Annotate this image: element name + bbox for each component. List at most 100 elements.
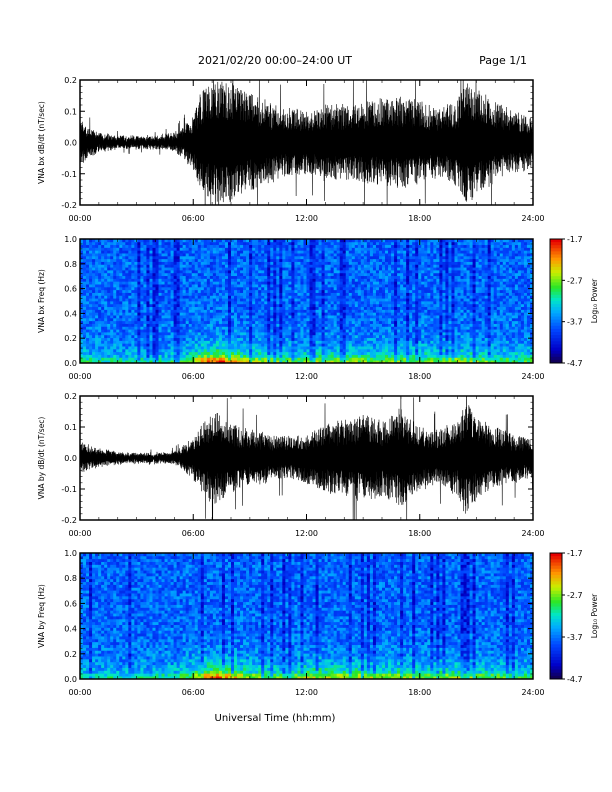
spectrogram-cell (351, 264, 356, 268)
spectrogram-cell (288, 337, 292, 341)
spectrogram-cell (318, 247, 322, 251)
spectrogram-cell (237, 250, 241, 254)
spectrogram-cell (267, 317, 271, 322)
spectrogram-cell (191, 320, 196, 324)
spectrogram-cell (240, 354, 244, 358)
spectrogram-cell (200, 298, 205, 302)
spectrogram-cell (131, 258, 135, 262)
spectrogram-cell (345, 278, 350, 282)
spectrogram-cell (170, 301, 175, 305)
spectrogram-cell (152, 241, 156, 246)
spectrogram-cell (297, 306, 301, 310)
spectrogram-cell (113, 329, 117, 333)
spectrogram-cell (300, 340, 304, 344)
spectrogram-cell (252, 354, 256, 358)
spectrogram-cell (86, 250, 90, 254)
spectrogram-cell (122, 320, 126, 324)
spectrogram-cell (348, 340, 353, 344)
spectrogram-cell (104, 255, 108, 260)
spectrogram-cell (179, 292, 184, 296)
spectrogram-cell (221, 348, 226, 353)
spectrogram-cell (312, 239, 316, 243)
spectrogram-cell (182, 298, 187, 302)
spectrogram-cell (400, 258, 404, 262)
spectrogram-cell (318, 301, 322, 305)
spectrogram-cell (297, 298, 301, 302)
spectrogram-cell (101, 244, 105, 248)
spectrogram-cell (324, 258, 329, 262)
spectrogram-cell (279, 351, 283, 355)
spectrogram-cell (152, 334, 156, 339)
spectrogram-cell (200, 284, 205, 288)
spectrogram-cell (394, 241, 398, 246)
spectrogram-cell (382, 295, 386, 299)
spectrogram-cell (125, 278, 129, 282)
spectrogram-cell (391, 360, 395, 363)
spectrogram-cell (227, 320, 232, 324)
spectrogram-cell (315, 354, 319, 358)
spectrogram-cell (95, 286, 99, 291)
spectrogram-cell (279, 278, 283, 282)
spectrogram-cell (252, 348, 256, 353)
spectrogram-cell (176, 292, 181, 296)
spectrogram-cell (128, 346, 132, 350)
spectrogram-cell (224, 284, 229, 288)
spectrogram-cell (125, 298, 129, 302)
spectrogram-cell (372, 337, 377, 341)
spectrogram-cell (363, 289, 368, 293)
spectrogram-cell (234, 275, 238, 279)
spectrogram-cell (400, 301, 404, 305)
spectrogram-cell (354, 315, 359, 319)
spectrogram-cell (134, 357, 138, 361)
spectrogram-cell (249, 253, 253, 257)
spectrogram-cell (252, 298, 256, 302)
spectrogram-cell (80, 340, 84, 344)
spectrogram-cell (221, 272, 226, 277)
spectrogram-cell (330, 295, 335, 299)
spectrogram-cell (279, 244, 283, 248)
spectrogram-cell (300, 337, 304, 341)
spectrogram-cell (369, 326, 374, 330)
spectrogram-cell (357, 312, 362, 316)
spectrogram-cell (167, 253, 171, 257)
spectrogram-cell (89, 337, 93, 341)
spectrogram-cell (185, 239, 190, 243)
spectrogram-cell (191, 326, 196, 330)
spectrogram-cell (104, 306, 108, 310)
spectrogram-cell (101, 270, 105, 274)
spectrogram-cell (101, 320, 105, 324)
spectrogram-cell (345, 292, 350, 296)
spectrogram-cell (176, 340, 181, 344)
spectrogram-cell (255, 264, 259, 268)
spectrogram-cell (237, 334, 241, 339)
spectrogram-cell (252, 301, 256, 305)
spectrogram-cell (369, 267, 374, 271)
spectrogram-cell (98, 264, 102, 268)
spectrogram-cell (234, 346, 238, 350)
spectrogram-cell (315, 306, 319, 310)
spectrogram-cell (306, 275, 310, 279)
spectrogram-cell (333, 317, 338, 322)
spectrogram-cell (170, 247, 175, 251)
spectrogram-cell (321, 244, 326, 248)
spectrogram-cell (360, 264, 365, 268)
spectrogram-cell (107, 247, 111, 251)
spectrogram-cell (161, 337, 165, 341)
spectrogram-cell (182, 255, 187, 260)
spectrogram-cell (339, 272, 344, 277)
spectrogram-cell (312, 332, 316, 336)
spectrogram-cell (345, 337, 350, 341)
spectrogram-cell (252, 241, 256, 246)
spectrogram-cell (188, 272, 193, 277)
spectrogram-cell (152, 270, 156, 274)
spectrogram-cell (197, 295, 202, 299)
spectrogram-cell (366, 337, 371, 341)
spectrogram-cell (104, 292, 108, 296)
spectrogram-cell (291, 239, 295, 243)
spectrogram-cell (315, 286, 319, 291)
spectrogram-cell (98, 323, 102, 327)
spectrogram-cell (246, 275, 250, 279)
spectrogram-cell (391, 301, 395, 305)
spectrogram-cell (80, 258, 84, 262)
spectrogram-cell (297, 360, 301, 363)
